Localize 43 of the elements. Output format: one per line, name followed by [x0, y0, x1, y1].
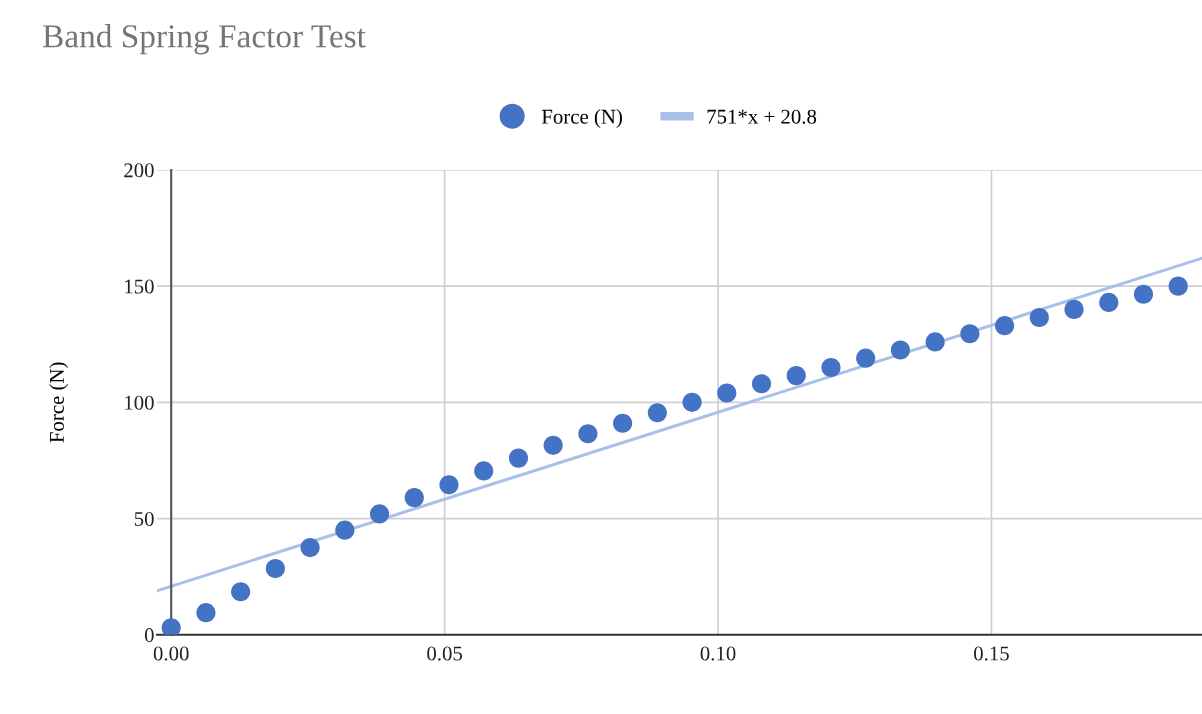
point [960, 324, 980, 344]
point [543, 435, 563, 455]
y-tick-label: 50 [134, 511, 154, 526]
y-tick-label: 150 [125, 279, 154, 294]
x-tick-label: 0.15 [974, 646, 1009, 661]
point [821, 357, 841, 378]
point [439, 475, 459, 495]
legend-label: Force (N) [541, 109, 622, 128]
y-tick-label: 100 [125, 395, 154, 410]
point [647, 403, 667, 423]
point [300, 538, 320, 558]
point [161, 618, 181, 635]
point [335, 520, 355, 540]
point [196, 603, 216, 623]
point [751, 374, 772, 394]
point [1064, 299, 1084, 319]
point [682, 392, 702, 412]
point [1168, 276, 1188, 296]
point [856, 348, 876, 368]
point [508, 448, 529, 468]
point [1133, 284, 1154, 304]
point [265, 558, 285, 579]
y-tick-label: 200 [124, 163, 154, 178]
x-tick-label: 0.05 [427, 646, 463, 661]
point [474, 461, 494, 481]
point [717, 383, 737, 403]
point [890, 340, 910, 360]
y-tick-label: 0 [144, 628, 154, 643]
point [404, 488, 424, 508]
chart-title: Band Spring Factor Test [43, 24, 366, 55]
point [1029, 307, 1049, 328]
point [231, 582, 251, 602]
point [786, 366, 806, 386]
x-tick-label: 0.00 [153, 646, 189, 661]
point [613, 413, 633, 433]
point [925, 332, 945, 352]
legend-label: 751*x + 20.8 [707, 109, 817, 124]
point [1099, 292, 1119, 312]
point [578, 424, 598, 444]
x-tick-label: 0.10 [700, 646, 736, 661]
point [369, 504, 390, 524]
point [995, 316, 1015, 336]
y-axis-title: Force (N) [49, 362, 69, 443]
